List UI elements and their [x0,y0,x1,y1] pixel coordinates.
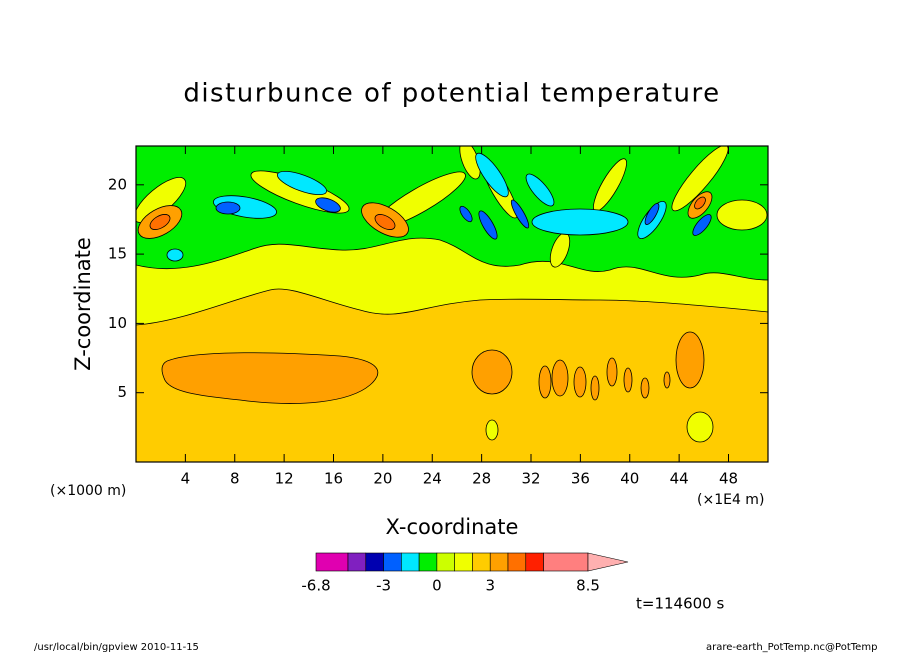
colorbar-bin [436,552,455,572]
plot-frame [135,145,769,463]
x-tick-label: 16 [324,470,343,488]
colorbar-bin [543,552,589,572]
contour-region [471,349,513,395]
colorbar-bin [525,552,544,572]
contour-region [161,352,379,404]
x-tick-label: 28 [472,470,491,488]
annotation: t=114600 s [636,595,724,613]
contour-region [149,214,171,230]
contour-region [531,208,629,236]
contour-region [671,146,729,212]
contour-region [459,205,473,223]
contour-region [694,196,706,210]
colorbar-bin [315,552,349,572]
contour-region [640,377,650,399]
colorbar-bin [472,552,491,572]
x-tick-label: 12 [275,470,294,488]
colorbar-tick-label: -6.8 [301,577,330,595]
x-axis-label: X-coordinate [386,515,519,539]
colorbar-bin [489,552,509,572]
x-tick-label: 20 [373,470,392,488]
colorbar-extend [587,552,629,572]
contour-region [692,214,712,236]
contour-region [374,214,396,230]
colorbar-tick-label: 3 [485,577,495,595]
annotation: (×1E4 m) [697,492,764,508]
contour-region [675,331,705,389]
y-tick-label: 10 [108,314,127,332]
contour-region [573,366,587,398]
y-axis-label: Z-coordinate [71,237,95,371]
contour-region [551,359,569,397]
x-tick-label: 48 [719,470,738,488]
colorbar-bin [347,552,367,572]
contour-region [475,152,509,198]
x-tick-label: 8 [230,470,240,488]
contour-region [315,197,341,213]
annotation: (×1000 m) [50,483,126,499]
colorbar-bin [365,552,384,572]
colorbar-tick-label: 8.5 [576,577,600,595]
colorbar-bin [454,552,473,572]
annotation: /usr/local/bin/gpview 2010-11-15 [34,642,199,653]
contour-region [485,419,499,441]
contour-region [166,248,184,262]
x-tick-label: 36 [571,470,590,488]
contour-region [538,365,552,399]
colorbar-bin [418,552,438,572]
colorbar-bin [401,552,420,572]
annotation: arare-earth_PotTemp.nc@PotTemp [706,642,877,653]
chart-title: disturbunce of potential temperature [183,79,720,109]
x-tick-label: 24 [423,470,442,488]
contour-field [136,146,768,462]
contour-region [623,367,633,393]
x-tick-label: 4 [181,470,191,488]
colorbar-tick-label: -3 [376,577,391,595]
colorbar-tick-label: 0 [432,577,442,595]
contour-region [606,357,618,387]
contour-region [525,173,555,207]
contour-region [478,210,498,240]
colorbar-bin [507,552,527,572]
contour-region [277,170,327,196]
contour-region [644,203,660,225]
y-tick-label: 15 [108,245,127,263]
contour-region [510,199,530,229]
contour-region [215,201,241,215]
contour-region [716,199,768,231]
x-tick-label: 32 [521,470,540,488]
y-tick-label: 5 [117,383,127,401]
x-tick-label: 40 [620,470,639,488]
x-tick-label: 44 [670,470,689,488]
colorbar-bin [383,552,402,572]
contour-region [663,371,671,389]
y-tick-label: 20 [108,175,127,193]
contour-region [686,411,714,443]
contour-region [590,375,600,401]
